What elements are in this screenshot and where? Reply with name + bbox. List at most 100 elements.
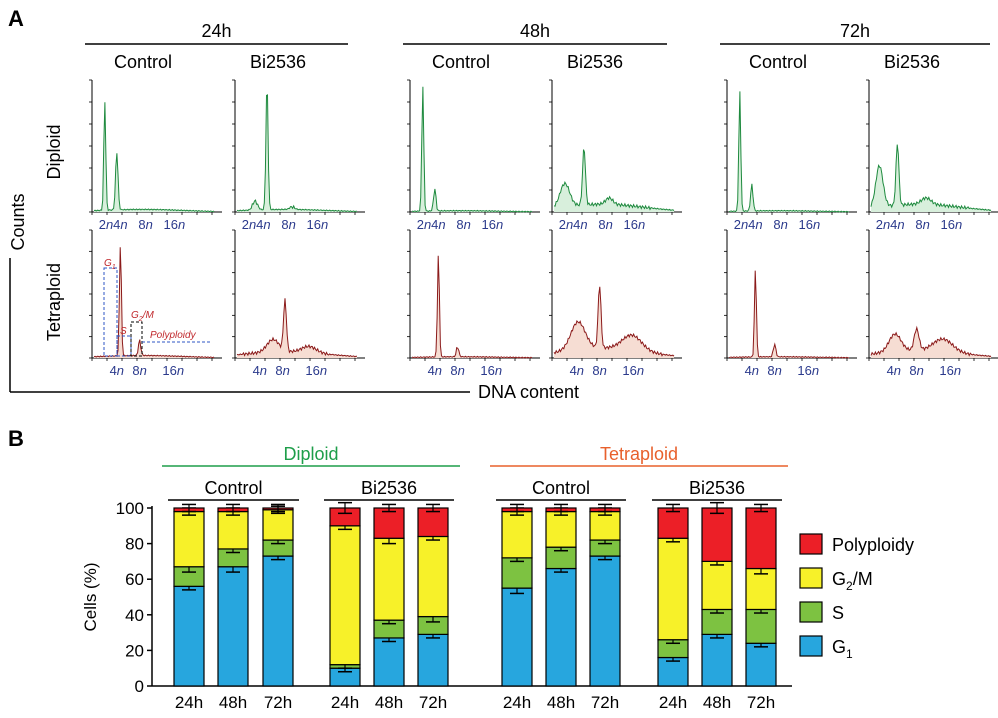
y-axis-label: Cells (%) xyxy=(81,563,100,632)
gating-annotation: G1 S G2/M Polyploidy xyxy=(103,258,212,357)
x-tick-label: 24h xyxy=(331,693,359,712)
treatment-header: Control xyxy=(749,52,807,72)
dna-tick-label: 16n xyxy=(622,363,644,378)
histogram-trace xyxy=(236,94,357,213)
g2m-gate xyxy=(130,321,143,357)
bar-segment-g2m xyxy=(657,537,689,641)
bar-segment-g1 xyxy=(501,587,533,687)
dna-tick-label: 16n xyxy=(162,363,184,378)
x-tick-label: 48h xyxy=(547,693,575,712)
panel-a-row-labels: Diploid Tetraploid xyxy=(44,124,64,341)
bar-segment-g2m xyxy=(545,510,577,548)
bar-segment-polyploidy xyxy=(701,507,733,563)
y-tick-label: 60 xyxy=(125,570,144,589)
tetraploid-histogram: 4n 8n 16n xyxy=(407,229,540,378)
dna-tick-label: 4n xyxy=(573,217,587,232)
histogram-trace xyxy=(553,286,675,357)
dna-tick-label: 4n xyxy=(431,217,445,232)
bar-segment-g1 xyxy=(745,642,777,687)
dna-tick-label: 16n xyxy=(797,363,819,378)
timepoint-header-24h: 24h xyxy=(201,21,231,41)
dna-tick-label: 8n xyxy=(592,363,606,378)
diploid-histogram: 2n 4n 8n 16n xyxy=(232,79,365,232)
g1-gate xyxy=(103,267,118,357)
panel-a: A 24h 48h 72h Control Bi2536 Control Bi2536 Con… xyxy=(8,6,998,402)
treatment-header: Bi2536 xyxy=(884,52,940,72)
subgroup-header: Bi2536 xyxy=(361,478,417,498)
dna-tick-label: 2n xyxy=(417,217,431,232)
legend-label: G1 xyxy=(832,637,853,661)
bar-segment-g1 xyxy=(701,633,733,687)
subgroup-header: Bi2536 xyxy=(689,478,745,498)
subgroup-header: Control xyxy=(204,478,262,498)
histogram-trace xyxy=(93,247,215,359)
dna-tick-label: 8n xyxy=(281,217,295,232)
dna-tick-label: 16n xyxy=(941,217,963,232)
dna-tick-label: 8n xyxy=(456,217,470,232)
dna-tick-label: 8n xyxy=(773,217,787,232)
tetraploid-histogram: 4n 8n 16n xyxy=(232,229,365,378)
y-tick-label: 40 xyxy=(125,606,144,625)
tetraploid-histogram: 4n 8n 16n xyxy=(866,229,998,378)
panel-b: B 0 20 40 60 80 100 Cells (%) Diploid Control 24h… xyxy=(8,426,914,712)
x-tick-label: 48h xyxy=(703,693,731,712)
legend-swatch xyxy=(799,533,823,555)
g2m-gate-label: G2/M xyxy=(131,310,154,323)
histogram-fill xyxy=(729,91,849,212)
bar-segment-g2m xyxy=(373,537,405,621)
histogram-fill xyxy=(237,94,357,212)
bar-segment-g2m xyxy=(745,567,777,611)
counts-axis: Counts DNA content xyxy=(8,193,579,402)
x-tick-label: 48h xyxy=(375,693,403,712)
dna-tick-label: 4n xyxy=(890,217,904,232)
bar-segment-polyploidy xyxy=(417,507,449,538)
y-tick-label: 20 xyxy=(125,641,144,660)
dna-tick-label: 8n xyxy=(915,217,929,232)
dna-tick-label: 8n xyxy=(450,363,464,378)
treatment-header: Bi2536 xyxy=(250,52,306,72)
bar-segment-polyploidy xyxy=(745,507,777,570)
s-gate-label: S xyxy=(120,326,127,337)
diploid-histogram: 2n 4n 8n 16n xyxy=(866,79,998,232)
tetraploid-histogram: 4n 8n 16n xyxy=(549,229,682,378)
dna-tick-label: 8n xyxy=(132,363,146,378)
dna-tick-label: 16n xyxy=(624,217,646,232)
bar-segment-polyploidy xyxy=(373,507,405,539)
dna-tick-label: 4n xyxy=(887,363,901,378)
histogram-fill xyxy=(412,86,532,212)
dna-tick-label: 16n xyxy=(307,217,329,232)
dna-tick-label: 4n xyxy=(428,363,442,378)
panel-a-headers: 24h 48h 72h Control Bi2536 Control Bi2536 Contr… xyxy=(85,21,990,72)
dna-tick-label: 4n xyxy=(113,217,127,232)
histogram-fill xyxy=(871,327,991,358)
histogram-fill xyxy=(554,286,674,358)
histogram-trace xyxy=(728,270,850,359)
polyploidy-gate-label: Polyploidy xyxy=(150,330,197,341)
histogram-fill xyxy=(412,255,532,358)
tetraploid-histogram: 4n 8n 16n xyxy=(724,229,857,378)
bar-segment-g1 xyxy=(545,567,577,687)
dna-tick-label: 8n xyxy=(598,217,612,232)
dna-content-axis-label: DNA content xyxy=(478,382,579,402)
histogram-trace xyxy=(411,86,533,213)
bar-segment-g1 xyxy=(262,555,294,687)
dna-tick-label: 16n xyxy=(939,363,961,378)
bar-segment-g2m xyxy=(417,535,449,618)
x-tick-label: 72h xyxy=(264,693,292,712)
bar-segment-g2m xyxy=(173,510,205,568)
treatment-header: Control xyxy=(114,52,172,72)
histogram-trace xyxy=(870,144,992,212)
bar-segment-g2m xyxy=(501,510,533,559)
dna-tick-label: 4n xyxy=(253,363,267,378)
group-header-diploid: Diploid xyxy=(283,444,338,464)
stacked-bar-chart: 0 20 40 60 80 100 Cells (%) Diploid Control 24h 48… xyxy=(81,444,792,712)
histogram-trace xyxy=(553,149,675,212)
diploid-histogram: 2n 4n 8n 16n xyxy=(89,79,222,232)
x-tick-label: 72h xyxy=(747,693,775,712)
dna-tick-label: 8n xyxy=(767,363,781,378)
x-tick-label: 24h xyxy=(175,693,203,712)
panel-b-label: B xyxy=(8,426,24,451)
x-tick-label: 48h xyxy=(219,693,247,712)
